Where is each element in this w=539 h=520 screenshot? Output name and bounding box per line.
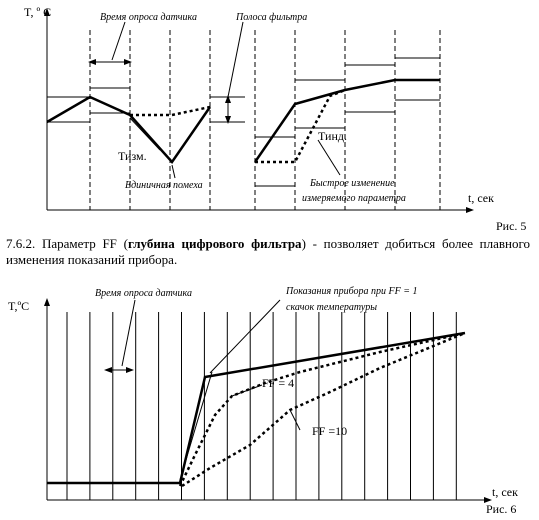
- t-ind: Тинд.: [318, 129, 347, 143]
- caption: Рис. 5: [496, 219, 526, 233]
- noise-label: Единичная помеха: [124, 180, 203, 191]
- band-label: Полоса фильтра: [235, 12, 307, 23]
- jump-label: скачок температуры: [286, 302, 377, 313]
- figure-6: T,ºC t, сек Время опроса датчика Показан…: [8, 286, 518, 516]
- figure-5: T, º C t, сек Время опроса датчика Полос…: [24, 5, 526, 233]
- indicated-line: [255, 88, 346, 164]
- measured-line: [253, 78, 440, 163]
- fast-label: Быстрое изменение: [309, 178, 395, 189]
- poll-lines: [66, 312, 457, 500]
- indicated-line: [130, 105, 211, 117]
- x-label: t, сек: [492, 485, 518, 499]
- poll-label: Время опроса датчика: [95, 288, 192, 299]
- paragraph-bold: глубина цифрового фильтра: [127, 236, 302, 251]
- t-meas: Тизм.: [118, 149, 147, 163]
- ff1-label: Показания прибора при FF = 1: [285, 286, 418, 297]
- paragraph-text: ) - позволяет добиться более плавного из…: [6, 236, 531, 267]
- y-label: T,ºC: [8, 299, 29, 313]
- filter-bands: [47, 57, 440, 187]
- y-label: T, º C: [24, 5, 51, 19]
- caption: Рис. 6: [486, 502, 516, 516]
- fast-label: измеряемого параметра: [302, 193, 406, 204]
- poll-lines: [89, 30, 441, 210]
- ff1-line: [47, 331, 466, 485]
- poll-label: Время опроса датчика: [100, 12, 197, 23]
- paragraph-text: 7.6.2. Параметр FF (: [6, 236, 128, 251]
- ff4-label: FF = 4: [262, 376, 294, 390]
- x-label: t, сек: [468, 191, 494, 205]
- ff10-label: FF =10: [312, 424, 347, 438]
- paragraph: 7.6.2. Параметр FF (глубина цифрового фи…: [6, 236, 530, 268]
